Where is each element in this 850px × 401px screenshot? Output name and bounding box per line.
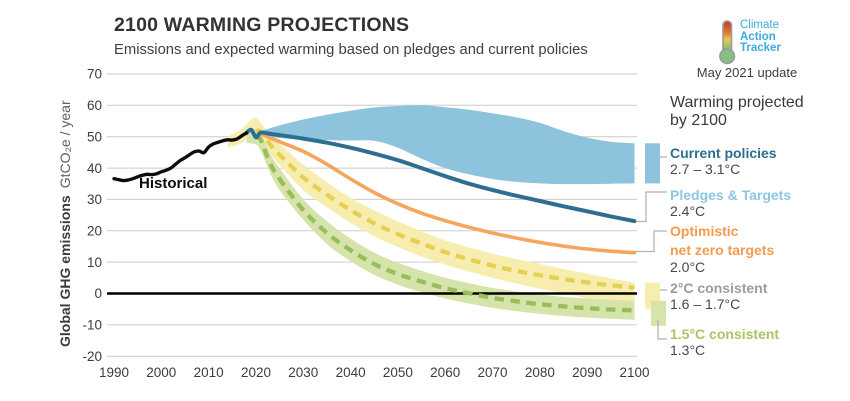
legend-heading-line1: Warming projected [670,94,804,111]
historical-label: Historical [139,175,208,192]
x-tick-label: 2090 [572,365,602,380]
band-one-five-degree [246,128,635,320]
y-tick-label: 0 [94,286,102,301]
x-tick-label: 2100 [619,365,649,380]
legend-temp-pledges-targets: 2.4°C [670,203,706,219]
y-tick-label: 70 [87,67,102,82]
x-tick-label: 2080 [525,365,555,380]
line-historical [112,131,249,183]
y-axis-title: Global GHG emissionsGtCO₂e / year [57,100,73,347]
thermometer-icon [719,20,736,65]
legend-swatch-one-five-degree [651,300,666,326]
legend-label-pledges-targets: Pledges & Targets [670,187,792,203]
page-title: 2100 WARMING PROJECTIONS [114,14,410,36]
legend-connector-line [636,230,667,253]
y-tick-label: 30 [87,192,102,207]
logo-word-climate: Climate [740,19,779,31]
logo-word-tracker: Tracker [740,42,781,54]
cat-logo-text: Climate Action Tracker [740,19,781,55]
x-tick-label: 2020 [241,365,271,380]
x-tick-label: 1990 [99,365,129,380]
legend-temp-2c-consistent: 1.6 – 1.7°C [670,296,741,312]
legend-connector-line [636,191,667,223]
x-tick-label: 2010 [194,365,224,380]
y-tick-label: 50 [87,129,102,144]
x-tick-label: 2070 [477,365,507,380]
legend-label-2c-consistent: 2°C consistent [670,280,768,296]
line-pledges-targets [244,127,637,224]
y-tick-label: 20 [87,224,102,239]
update-date: May 2021 update [696,65,798,80]
legend-temp-15c-consistent: 1.3°C [670,342,706,358]
legend-heading-line2: by 2100 [670,112,727,129]
y-tick-label: 60 [87,98,102,113]
logo-word-action: Action [740,30,776,43]
y-tick-label: -20 [82,349,102,364]
legend-label-optimistic-net-zero: Optimistic net zero targets [670,223,775,258]
x-tick-label: 2040 [336,365,366,380]
x-tick-label: 2030 [288,365,318,380]
dashed-line-two-degree [255,128,635,291]
y-tick-label: -10 [82,318,102,333]
y-tick-label: 10 [87,255,102,270]
dashed-line-one-five-degree [254,134,635,313]
legend-swatch-current-policies-band [645,143,660,184]
x-tick-label: 2000 [146,365,176,380]
y-tick-label: 40 [87,161,102,176]
legend-label-15c-consistent: 1.5°C consistent [670,326,780,342]
page-subtitle: Emissions and expected warming based on … [114,42,588,58]
legend-temp-optimistic-net-zero: 2.0°C [670,259,706,275]
x-tick-label: 2060 [430,365,460,380]
legend-connector-line [657,320,667,340]
band-current-policies-band [260,105,635,185]
x-tick-label: 2050 [383,365,413,380]
legend-heading: Warming projected by 2100 [670,94,804,130]
legend-temp-current-policies: 2.7 – 3.1°C [670,161,741,177]
line-optimistic-net-zero [258,131,637,255]
legend-label-current-policies: Current policies [670,145,777,161]
